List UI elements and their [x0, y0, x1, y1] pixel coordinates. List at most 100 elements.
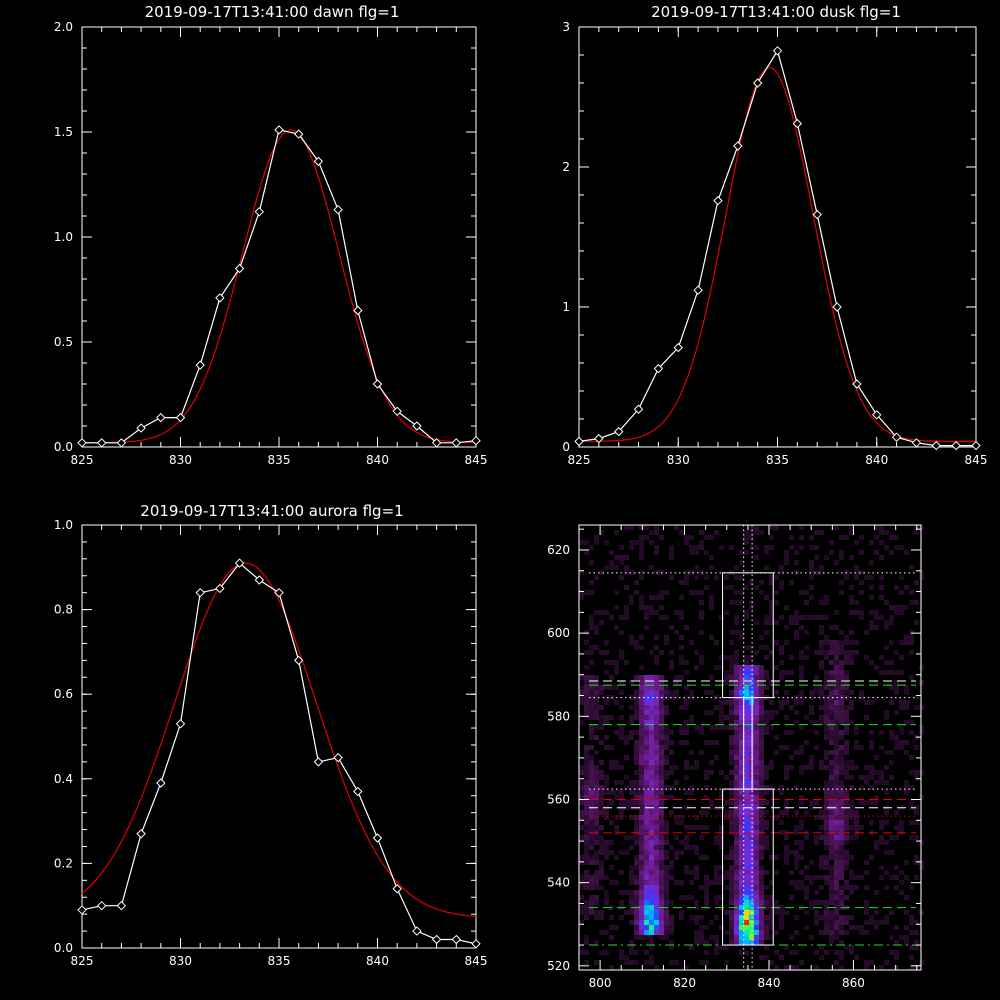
heatmap-cell	[614, 605, 619, 610]
heatmap-cell	[729, 910, 734, 915]
heatmap-cell	[584, 935, 589, 940]
heatmap-cell	[814, 915, 819, 920]
heatmap-cell	[759, 885, 764, 890]
heatmap-cell	[634, 800, 639, 805]
heatmap-cell	[659, 835, 664, 840]
heatmap-cell	[729, 670, 734, 675]
heatmap-cell	[759, 680, 764, 685]
heatmap-cell	[619, 815, 624, 820]
heatmap-cell	[644, 810, 649, 815]
heatmap-cell	[659, 535, 664, 540]
heatmap-cell	[639, 800, 644, 805]
heatmap-cell	[914, 775, 919, 780]
heatmap-cell	[634, 745, 639, 750]
heatmap-cell	[744, 880, 749, 885]
heatmap-cell	[834, 890, 839, 895]
heatmap-cell	[689, 715, 694, 720]
heatmap-cell	[624, 850, 629, 855]
heatmap-cell	[784, 670, 789, 675]
heatmap-cell	[734, 655, 739, 660]
heatmap-cell	[644, 625, 649, 630]
heatmap-cell	[684, 760, 689, 765]
heatmap-cell	[759, 720, 764, 725]
heatmap-cell	[869, 620, 874, 625]
heatmap-cell	[844, 675, 849, 680]
heatmap-cell	[659, 825, 664, 830]
heatmap-cell	[614, 685, 619, 690]
heatmap-cell	[754, 925, 759, 930]
heatmap-cell	[744, 795, 749, 800]
heatmap-cell	[599, 910, 604, 915]
heatmap-cell	[884, 750, 889, 755]
heatmap-cell	[839, 555, 844, 560]
heatmap-cell	[914, 620, 919, 625]
heatmap-cell	[814, 900, 819, 905]
heatmap-cell	[734, 930, 739, 935]
heatmap-cell	[734, 745, 739, 750]
heatmap-cell	[834, 850, 839, 855]
heatmap-cell	[734, 620, 739, 625]
heatmap-cell	[659, 865, 664, 870]
heatmap-cell	[714, 895, 719, 900]
heatmap-cell	[864, 765, 869, 770]
heatmap-cell	[634, 895, 639, 900]
heatmap-cell	[644, 890, 649, 895]
heatmap-cell	[644, 760, 649, 765]
heatmap-cells	[579, 525, 924, 970]
heatmap-cell	[894, 810, 899, 815]
heatmap-cell	[609, 820, 614, 825]
data-line	[81, 562, 477, 945]
heatmap-cell	[824, 865, 829, 870]
heatmap-cell	[819, 930, 824, 935]
heatmap-cell	[619, 575, 624, 580]
heatmap-cell	[734, 690, 739, 695]
heatmap-cell	[589, 675, 594, 680]
heatmap-cell	[734, 840, 739, 845]
heatmap-cell	[634, 825, 639, 830]
heatmap-cell	[744, 895, 749, 900]
heatmap-cell	[819, 640, 824, 645]
heatmap-cell	[679, 895, 684, 900]
heatmap-cell	[769, 765, 774, 770]
heatmap-cell	[799, 700, 804, 705]
heatmap-cell	[644, 910, 649, 915]
heatmap-cell	[749, 545, 754, 550]
heatmap-cell	[729, 855, 734, 860]
heatmap-cell	[754, 555, 759, 560]
heatmap-cell	[844, 730, 849, 735]
x-tick-label: 830	[169, 954, 192, 968]
heatmap-cell	[634, 860, 639, 865]
data-point	[333, 752, 343, 763]
heatmap-cell	[829, 640, 834, 645]
y-tick-label: 0.6	[54, 687, 73, 701]
data-point	[313, 156, 324, 167]
heatmap-cell	[644, 700, 649, 705]
heatmap-cell	[859, 825, 864, 830]
heatmap-cell	[829, 880, 834, 885]
heatmap-cell	[739, 855, 744, 860]
heatmap-cell	[724, 715, 729, 720]
heatmap-cell	[634, 755, 639, 760]
heatmap-cell	[714, 865, 719, 870]
heatmap-cell	[749, 790, 754, 795]
heatmap-cell	[854, 640, 859, 645]
heatmap-cell	[654, 905, 659, 910]
heatmap-cell	[624, 835, 629, 840]
heatmap-cell	[649, 885, 654, 890]
heatmap-cell	[744, 660, 749, 665]
heatmap-cell	[584, 850, 589, 855]
heatmap-cell	[869, 775, 874, 780]
heatmap-cell	[774, 930, 779, 935]
heatmap-cell	[834, 720, 839, 725]
heatmap-cell	[729, 725, 734, 730]
heatmap-cell	[639, 680, 644, 685]
heatmap-cell	[879, 965, 884, 970]
heatmap-cell	[619, 715, 624, 720]
heatmap-cell	[874, 535, 879, 540]
heatmap-cell	[854, 815, 859, 820]
heatmap-cell	[644, 715, 649, 720]
heatmap-cell	[684, 535, 689, 540]
heatmap-cell	[749, 580, 754, 585]
heatmap-cell	[629, 780, 634, 785]
heatmap-cell	[754, 790, 759, 795]
